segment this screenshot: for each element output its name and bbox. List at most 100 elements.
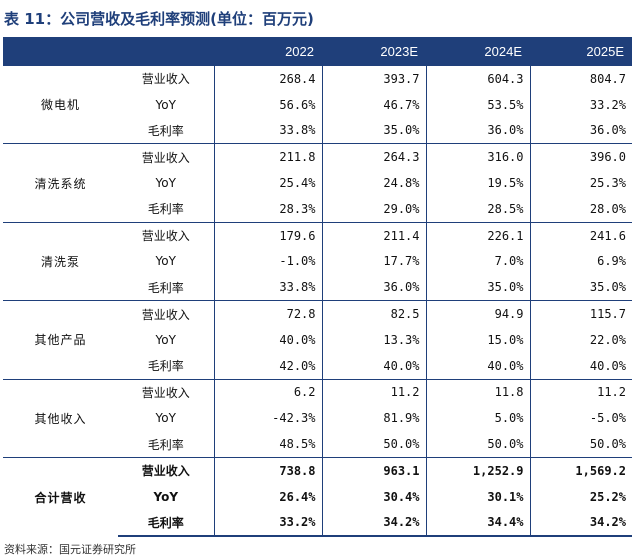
value-cell: 30.4% <box>322 483 427 510</box>
value-cell: 1,252.9 <box>426 456 531 484</box>
table-row: YoY -42.3% 81.9% 5.0% -5.0% <box>3 405 632 432</box>
metric-label: YoY <box>118 483 215 510</box>
forecast-table: 2022 2023E 2024E 2025E 微电机 营业收入 268.4 393.7… <box>3 37 632 538</box>
table-row: YoY 56.6% 46.7% 53.5% 33.2% <box>3 91 632 118</box>
value-cell: 36.0% <box>322 274 427 301</box>
metric-label: 毛利率 <box>118 195 215 223</box>
value-cell: 40.0% <box>426 352 531 380</box>
metric-label: 毛利率 <box>118 431 215 458</box>
metric-label: 营业收入 <box>118 66 215 92</box>
value-cell: 33.8% <box>214 274 323 301</box>
segment-name: 清洗系统 <box>3 143 118 223</box>
value-cell: 50.0% <box>589 437 626 452</box>
value-cell: 30.1% <box>426 483 531 510</box>
segment-name: 清洗泵 <box>3 221 118 301</box>
total-row: YoY 26.4% 30.4% 30.1% 25.2% <box>3 483 632 510</box>
metric-label: 毛利率 <box>118 117 215 144</box>
value-cell: 393.7 <box>322 66 427 92</box>
metric-label: 营业收入 <box>118 378 215 406</box>
value-cell: -42.3% <box>214 405 323 432</box>
value-cell: 316.0 <box>426 143 531 171</box>
value-cell: 963.1 <box>322 456 427 484</box>
source-note: 资料来源：国元证券研究所 <box>4 543 136 556</box>
value-cell: 40.0% <box>214 326 323 353</box>
metric-label: YoY <box>118 326 215 353</box>
value-cell: 115.7 <box>530 300 632 327</box>
total-row: 毛利率 33.2% 34.2% 34.4% 34.2% <box>3 509 632 538</box>
table-row: 其他产品 营业收入 72.8 82.5 94.9 115.7 <box>3 300 632 380</box>
value-cell: 81.9% <box>322 405 427 432</box>
metric-label: 营业收入 <box>118 221 215 249</box>
value-cell: 33.8% <box>214 117 323 144</box>
table-row: 清洗泵 营业收入 179.6 211.4 226.1 241.6 <box>3 221 632 301</box>
value-cell: 50.0% <box>426 431 531 458</box>
value-cell: 36.0% <box>426 117 531 144</box>
value-cell: 48.5% <box>214 431 323 458</box>
metric-label: 毛利率 <box>118 509 215 538</box>
table-row: YoY -1.0% 17.7% 7.0% 6.9% <box>3 248 632 275</box>
value-cell: 28.0% <box>589 201 626 216</box>
value-cell: 804.7 <box>589 71 626 86</box>
value-cell: 738.8 <box>214 456 323 484</box>
segment-name: 微电机 <box>40 98 80 113</box>
value-cell: 268.4 <box>214 66 323 92</box>
value-cell: 34.2% <box>322 509 427 538</box>
header-year-2025e: 2025E <box>530 37 632 66</box>
value-cell: 25.3% <box>589 176 626 191</box>
metric-label: 营业收入 <box>118 300 215 327</box>
value-cell: 36.0% <box>589 123 626 138</box>
value-cell: 11.2 <box>322 378 427 406</box>
table-row: 清洗系统 营业收入 211.8 264.3 316.0 396.0 <box>3 143 632 223</box>
value-cell: 6.2 <box>214 378 323 406</box>
header-cell <box>118 37 214 66</box>
value-cell: 211.8 <box>214 143 323 171</box>
value-cell: 33.2% <box>214 509 323 538</box>
header-year-2022: 2022 <box>214 37 322 66</box>
metric-label: YoY <box>118 405 215 432</box>
metric-label: 营业收入 <box>118 143 215 171</box>
value-cell: 25.2% <box>589 489 626 504</box>
table-row: 毛利率 28.3% 29.0% 28.5% 28.0% <box>3 195 632 223</box>
value-cell: 82.5 <box>322 300 427 327</box>
value-cell: 11.2 <box>530 378 632 406</box>
metric-label: YoY <box>118 248 215 275</box>
value-cell: 26.4% <box>214 483 323 510</box>
value-cell: 1,569.2 <box>530 456 632 484</box>
table-row: 其他收入 营业收入 6.2 11.2 11.8 11.2 <box>3 378 632 458</box>
table-row: 微电机 营业收入 268.4 393.7 604.3 804.7 <box>3 66 632 112</box>
metric-label: 营业收入 <box>118 456 215 484</box>
value-cell: 35.0% <box>322 117 427 144</box>
value-cell: 396.0 <box>530 143 632 171</box>
header-year-2024e: 2024E <box>426 37 530 66</box>
value-cell: 28.3% <box>214 195 323 223</box>
value-cell: 19.5% <box>426 170 531 196</box>
value-cell: 7.0% <box>426 248 531 275</box>
table-row: YoY 25.4% 24.8% 19.5% 25.3% <box>3 170 632 196</box>
value-cell: 604.3 <box>426 66 531 92</box>
value-cell: 94.9 <box>426 300 531 327</box>
total-row: 合计营收 营业收入 738.8 963.1 1,252.9 1,569.2 <box>3 456 632 537</box>
value-cell: 40.0% <box>322 352 427 380</box>
value-cell: 34.4% <box>426 509 531 538</box>
value-cell: 29.0% <box>322 195 427 223</box>
value-cell: 211.4 <box>322 221 427 249</box>
value-cell: 13.3% <box>322 326 427 353</box>
value-cell: -1.0% <box>214 248 323 275</box>
header-cell <box>3 37 118 66</box>
value-cell: 35.0% <box>426 274 531 301</box>
table-row: 毛利率 48.5% 50.0% 50.0% 50.0% <box>3 431 632 458</box>
metric-label: 毛利率 <box>118 274 215 301</box>
segment-name: 其他收入 <box>3 378 118 458</box>
value-cell: 22.0% <box>589 332 626 347</box>
value-cell: 42.0% <box>214 352 323 380</box>
value-cell: 34.2% <box>530 509 632 538</box>
value-cell: 50.0% <box>322 431 427 458</box>
table-row: YoY 40.0% 13.3% 15.0% 22.0% <box>3 326 632 353</box>
table-row: 毛利率 33.8% 36.0% 35.0% 35.0% <box>3 274 632 301</box>
segment-name: 其他产品 <box>3 300 118 380</box>
value-cell: 72.8 <box>214 300 323 327</box>
header-year-2023e: 2023E <box>322 37 426 66</box>
table-row: 毛利率 42.0% 40.0% 40.0% 40.0% <box>3 352 632 380</box>
value-cell: 264.3 <box>322 143 427 171</box>
value-cell: 33.2% <box>589 97 626 112</box>
